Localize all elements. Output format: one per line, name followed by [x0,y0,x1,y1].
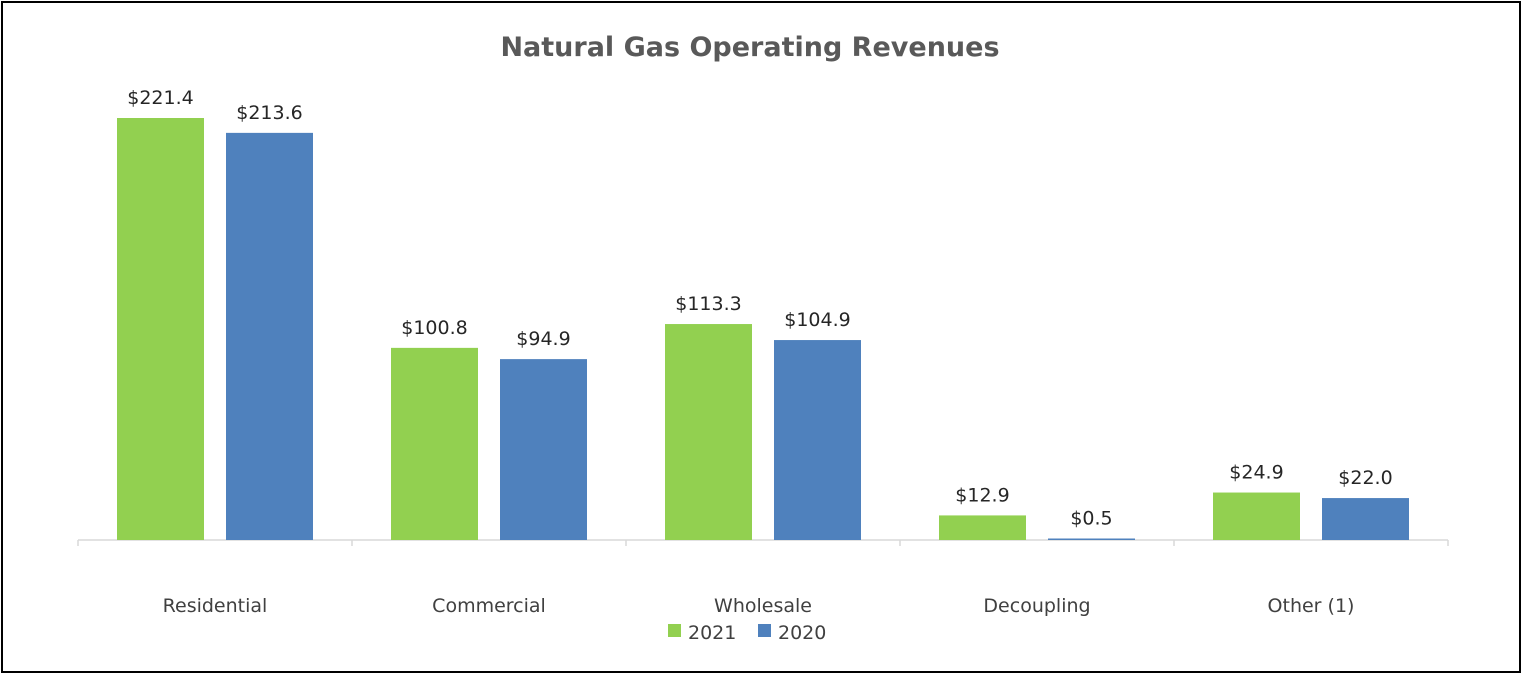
data-label: $113.3 [675,293,741,315]
data-label: $100.8 [401,317,467,339]
data-label: $104.9 [784,309,850,331]
bar-wholesale-2020 [774,340,861,540]
data-label: $221.4 [127,87,193,109]
category-label: Other (1) [1268,595,1355,617]
category-label: Residential [163,595,268,617]
legend-label-2020: 2020 [778,622,826,644]
x-axis-ticks [77,540,1449,546]
bar-commercial-2020 [500,359,587,540]
data-label: $213.6 [236,102,302,124]
category-label: Commercial [432,595,546,617]
category-labels: Residential Commercial Wholesale Decoupling… [163,595,1355,617]
data-label: $94.9 [516,328,570,350]
bar-commercial-2021 [391,347,478,540]
data-label: $22.0 [1338,467,1392,489]
data-label: $0.5 [1070,508,1112,530]
bar-other-1-2021 [1213,492,1300,540]
data-label: $12.9 [955,484,1009,506]
legend-swatch-2020 [758,624,771,637]
bar-residential-2020 [226,132,313,541]
data-label: $24.9 [1229,462,1283,484]
chart-title: Natural Gas Operating Revenues [500,32,999,63]
bars [117,118,1409,541]
data-labels: $221.4 $213.6 $100.8 $94.9 $113.3 $104.9 $12.9… [127,87,1392,530]
legend-swatch-2021 [668,624,681,637]
legend: 2021 2020 [668,622,826,644]
legend-label-2021: 2021 [688,622,736,644]
category-label: Decoupling [983,595,1090,617]
category-label: Wholesale [714,595,812,617]
bar-decoupling-2020 [1048,538,1135,540]
bar-decoupling-2021 [939,515,1026,540]
bar-residential-2021 [117,118,204,540]
bar-wholesale-2021 [665,324,752,540]
bar-other-1-2020 [1322,498,1409,540]
